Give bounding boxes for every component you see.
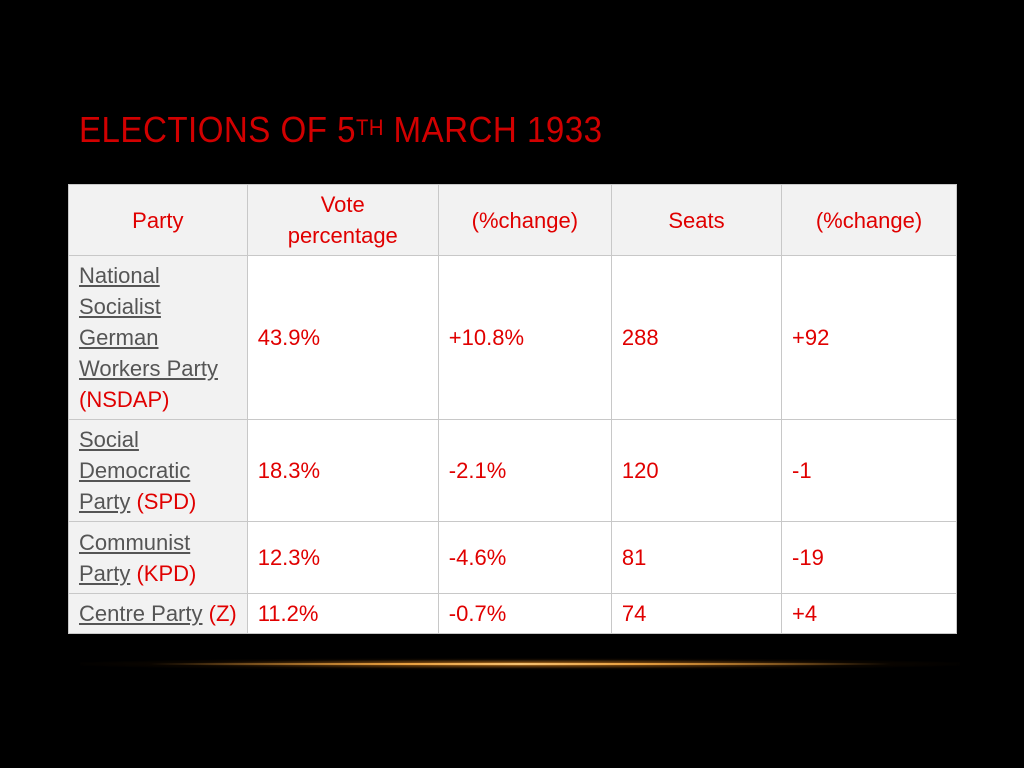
party-abbr: (SPD)	[130, 489, 197, 514]
seats-change-cell: -1	[781, 419, 957, 522]
vote-change-cell: +10.8%	[437, 255, 612, 420]
election-results-table: Party Vote percentage (%change) Seats (%…	[68, 184, 957, 634]
slide-title: Elections of 5th March 1933	[79, 108, 602, 152]
vote-percentage-cell: 43.9%	[246, 255, 439, 420]
party-cell: National Socialist German Workers Party …	[68, 255, 248, 420]
vote-percentage-cell: 12.3%	[246, 521, 439, 594]
party-link[interactable]: Social Democratic Party	[79, 427, 191, 514]
party-cell: Centre Party (Z)	[68, 593, 248, 634]
table-row: Social Democratic Party (SPD) 18.3% -2.1…	[68, 419, 957, 522]
table-row: Centre Party (Z) 11.2% -0.7% 74 +4	[68, 593, 957, 634]
vote-change-cell: -0.7%	[437, 593, 612, 634]
seats-cell: 120	[610, 419, 783, 522]
table-row: National Socialist German Workers Party …	[68, 255, 957, 420]
party-abbr: (Z)	[202, 601, 237, 626]
table-header-row: Party Vote percentage (%change) Seats (%…	[68, 184, 957, 256]
seats-change-cell: -19	[781, 521, 957, 594]
vote-percentage-cell: 18.3%	[246, 419, 439, 522]
decorative-glow-line	[150, 663, 890, 665]
seats-cell: 74	[610, 593, 783, 634]
header-seats-change: (%change)	[781, 184, 957, 256]
party-abbr: (NSDAP)	[79, 387, 170, 412]
title-superscript: th	[355, 115, 384, 140]
party-link[interactable]: Centre Party	[79, 601, 203, 626]
vote-change-cell: -2.1%	[437, 419, 612, 522]
party-cell: Social Democratic Party (SPD)	[68, 419, 248, 522]
header-vote-change: (%change)	[437, 184, 612, 256]
vote-percentage-cell: 11.2%	[246, 593, 439, 634]
title-suffix: March 1933	[383, 109, 603, 150]
title-prefix: Elections of 5	[79, 109, 356, 150]
seats-change-cell: +92	[781, 255, 957, 420]
party-cell: Communist Party (KPD)	[68, 521, 248, 594]
header-party: Party	[68, 184, 248, 256]
party-link[interactable]: Communist Party	[79, 529, 191, 586]
table-row: Communist Party (KPD) 12.3% -4.6% 81 -19	[68, 521, 957, 594]
header-vote-percentage: Vote percentage	[246, 184, 439, 256]
header-seats: Seats	[610, 184, 783, 256]
party-link[interactable]: National Socialist German Workers Party	[79, 263, 218, 381]
vote-change-cell: -4.6%	[437, 521, 612, 594]
seats-cell: 81	[610, 521, 783, 594]
seats-change-cell: +4	[781, 593, 957, 634]
party-abbr: (KPD)	[130, 560, 197, 586]
seats-cell: 288	[610, 255, 783, 420]
